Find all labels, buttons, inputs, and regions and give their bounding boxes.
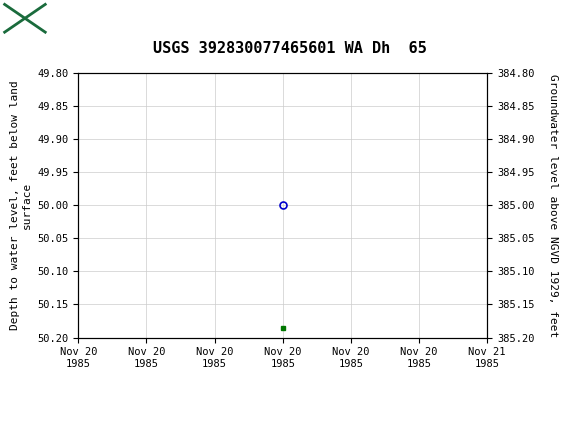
Y-axis label: Groundwater level above NGVD 1929, feet: Groundwater level above NGVD 1929, feet xyxy=(548,74,559,337)
FancyBboxPatch shape xyxy=(5,4,45,32)
Y-axis label: Depth to water level, feet below land
surface: Depth to water level, feet below land su… xyxy=(10,80,32,330)
Text: USGS 392830077465601 WA Dh  65: USGS 392830077465601 WA Dh 65 xyxy=(153,41,427,56)
Text: USGS: USGS xyxy=(55,9,110,27)
